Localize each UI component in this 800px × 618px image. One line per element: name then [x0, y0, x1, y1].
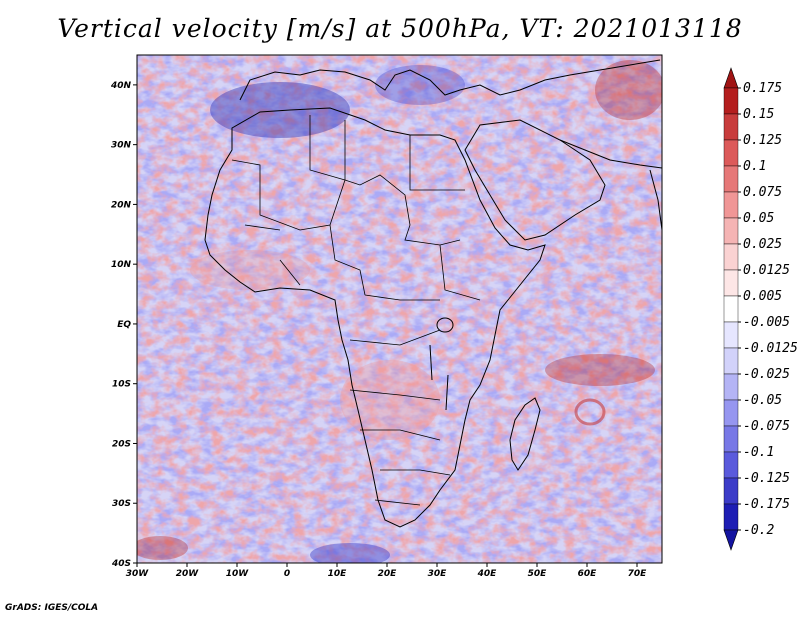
- colorbar-swatch: [723, 191, 739, 219]
- europe-coastline: [239, 59, 661, 101]
- colorbar-swatch: [723, 87, 739, 115]
- strong-ascent-feature: [595, 60, 662, 120]
- lat-tick-label: 20S: [112, 439, 131, 449]
- lon-tick-label: 50E: [528, 569, 548, 579]
- colorbar-swatch: [723, 347, 739, 375]
- velocity-field: [137, 55, 662, 563]
- colorbar-label: 0.005: [743, 289, 782, 304]
- lon-tick-label: 60E: [578, 569, 598, 579]
- colorbar-swatch: [723, 243, 739, 271]
- strong-descent-feature: [310, 543, 390, 563]
- colorbar-swatch: [723, 295, 739, 323]
- latitude-axis: 40N 30N 20N 10N EQ 10S 20S 30S 40S: [110, 81, 137, 569]
- lake-malawi: [445, 374, 449, 411]
- lat-tick-label: 40N: [110, 81, 132, 91]
- lat-tick-label: 10S: [112, 380, 131, 390]
- lat-tick-label: 30N: [111, 141, 132, 151]
- africa-coastline: [204, 107, 546, 528]
- lon-tick-label: 40E: [477, 569, 498, 579]
- plot-frame: [136, 54, 663, 564]
- lon-tick-label: 0: [284, 569, 290, 579]
- strong-ascent-feature: [545, 354, 655, 386]
- colorbar-label: -0.0125: [743, 341, 798, 356]
- colorbar-label: 0.15: [743, 107, 774, 122]
- iran-coastline: [559, 139, 662, 169]
- colorbar-swatch: [723, 477, 739, 505]
- colorbar-swatch: [723, 321, 739, 349]
- lat-tick-label: EQ: [117, 320, 131, 330]
- colorbar-label: -0.025: [743, 367, 790, 382]
- figure-title: Vertical velocity [m/s] at 500hPa, VT: 2…: [57, 14, 743, 43]
- colorbar-swatch: [723, 217, 739, 245]
- grads-credit: GrADS: IGES/COLA: [5, 603, 99, 613]
- colorbar-label: -0.1: [743, 445, 774, 460]
- strong-descent-feature: [210, 82, 350, 138]
- colorbar-label: 0.05: [743, 211, 774, 226]
- lon-tick-label: 20E: [378, 569, 398, 579]
- india-coastline: [649, 169, 662, 231]
- cyclone-feature: [574, 398, 606, 426]
- colorbar-label: -0.075: [743, 419, 790, 434]
- colorbar-label: -0.05: [743, 393, 782, 408]
- colorbar-swatch: [723, 425, 739, 453]
- colorbar-label: -0.125: [743, 471, 790, 486]
- lake-tanganyika: [429, 344, 433, 381]
- colorbar-label: 0.0125: [743, 263, 790, 278]
- lon-tick-label: 30E: [428, 569, 448, 579]
- colorbar-label: -0.175: [743, 497, 790, 512]
- country-borders: [231, 115, 481, 506]
- colorbar-swatch: [723, 451, 739, 479]
- lon-tick-label: 10W: [226, 569, 250, 579]
- colorbar-label: 0.075: [743, 185, 782, 200]
- ascent-region: [190, 250, 310, 290]
- colorbar-swatch: [723, 373, 739, 401]
- lat-tick-label: 10N: [111, 260, 132, 270]
- colorbar-swatch: [723, 399, 739, 427]
- colorbar-label: 0.125: [743, 133, 782, 148]
- colorbar-label: 0.175: [743, 81, 782, 96]
- colorbar-label: 0.1: [743, 159, 766, 174]
- lat-tick-label: 20N: [111, 200, 132, 210]
- strong-ascent-feature: [137, 536, 188, 560]
- colorbar-swatch: [723, 165, 739, 193]
- lake-victoria: [436, 317, 454, 333]
- colorbar: 0.175 0.15 0.125 0.1 0.075 0.05 0.025 0.0125 0.0…: [723, 67, 798, 551]
- longitude-axis: 30W 20W 10W 0 10E 20E 30E 40E 50E 60E 70E: [126, 563, 647, 579]
- colorbar-swatch: [723, 503, 739, 531]
- colorbar-swatch: [723, 113, 739, 141]
- lat-tick-label: 30S: [112, 499, 131, 509]
- lon-tick-label: 20W: [176, 569, 200, 579]
- colorbar-label: 0.025: [743, 237, 782, 252]
- strong-descent-feature: [375, 65, 465, 105]
- arabia-coastline: [464, 119, 606, 241]
- ascent-region: [340, 360, 440, 440]
- colorbar-swatch: [723, 269, 739, 297]
- lat-tick-label: 40S: [111, 559, 131, 569]
- colorbar-swatch: [723, 139, 739, 167]
- coastlines: [204, 59, 662, 528]
- lon-tick-label: 70E: [628, 569, 648, 579]
- colorbar-label: -0.2: [743, 523, 774, 538]
- madagascar-coastline: [509, 397, 541, 471]
- colorbar-top-arrow: [723, 67, 739, 89]
- lon-tick-label: 30W: [126, 569, 150, 579]
- colorbar-label: -0.005: [743, 315, 790, 330]
- colorbar-bottom-arrow: [723, 529, 739, 551]
- lon-tick-label: 10E: [328, 569, 348, 579]
